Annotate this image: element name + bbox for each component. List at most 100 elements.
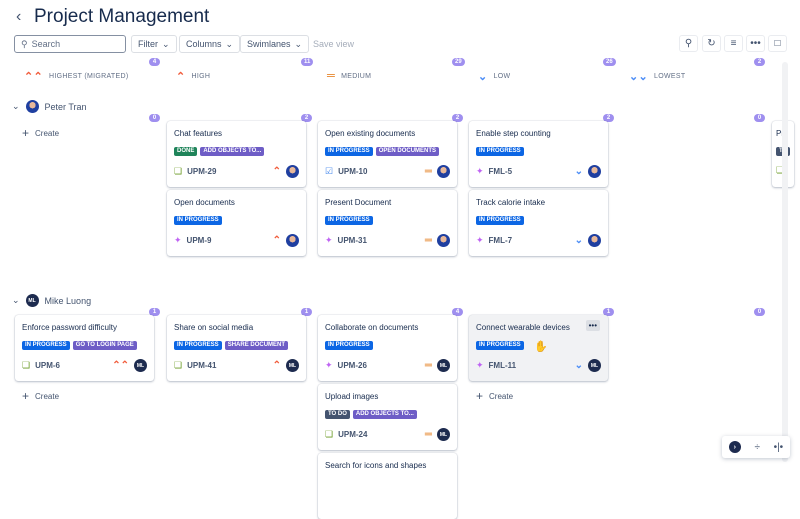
- card-footer: ✦ UPM-9 ⌃: [174, 234, 299, 247]
- lightning-icon: ✦: [174, 235, 182, 245]
- swimlane-header[interactable]: ⌄ ML Mike Luong: [12, 294, 91, 307]
- collapse-rows-icon[interactable]: ÷: [754, 441, 760, 453]
- priority-high-icon: ⌃: [272, 166, 281, 177]
- issue-card[interactable]: Enable step counting IN PROGRESS ✦ FML-5 ⌄: [469, 121, 608, 187]
- issue-card[interactable]: Open documents IN PROGRESS ✦ UPM-9 ⌃: [167, 190, 306, 256]
- create-button[interactable]: + Create: [22, 389, 59, 403]
- priority-highest-icon: ⌃⌃: [112, 360, 129, 371]
- issue-card[interactable]: Track calorie intake IN PROGRESS ✦ FML-7 ⌄: [469, 190, 608, 256]
- back-chevron-icon[interactable]: ‹: [16, 8, 22, 25]
- card-footer: ✦ UPM-26 ═ ML: [325, 359, 450, 372]
- assignee-avatar[interactable]: ML: [437, 359, 450, 372]
- assignee-avatar[interactable]: ML: [437, 428, 450, 441]
- priority-medium-icon: ═: [424, 429, 432, 440]
- assignee-avatar[interactable]: [437, 165, 450, 178]
- issue-key[interactable]: FML-11: [488, 361, 517, 370]
- hand-cursor-icon: ✋: [534, 341, 548, 353]
- panel-button[interactable]: □: [768, 35, 787, 52]
- refresh-button[interactable]: ↻: [702, 35, 721, 52]
- priority-high-icon: ⌃: [272, 360, 281, 371]
- card-footer: ✦ FML-11 ⌄ ML: [476, 359, 601, 372]
- priority-medium-icon: ═: [327, 70, 336, 82]
- status-lozenge: IN PROGRESS: [476, 147, 524, 156]
- epic-lozenge: SHARE DOCUMENT: [224, 341, 289, 350]
- avatar: [25, 100, 39, 113]
- save-view-button[interactable]: Save view: [313, 39, 355, 49]
- issue-card[interactable]: Chat features DONE ADD OBJECTS TO... ❏ UPM-2…: [167, 121, 306, 187]
- column-header-lowest[interactable]: ⌄⌄ LOWEST: [629, 70, 685, 83]
- collapse-columns-icon[interactable]: •|•: [773, 441, 784, 453]
- assignee-avatar[interactable]: [286, 165, 299, 178]
- issue-card[interactable]: Open existing documents IN PROGRESS OPEN D…: [318, 121, 457, 187]
- chevron-down-icon[interactable]: ⌄: [12, 101, 20, 111]
- issue-key[interactable]: FML-5: [488, 167, 513, 176]
- create-button[interactable]: + Create: [22, 126, 59, 140]
- assignee-avatar[interactable]: [286, 234, 299, 247]
- horizontal-scrollbar[interactable]: [782, 62, 788, 462]
- issue-card[interactable]: Collaborate on documents IN PROGRESS ✦ UPM-…: [318, 315, 457, 381]
- settings-button[interactable]: ≡: [724, 35, 743, 52]
- chevron-down-icon[interactable]: ⌄: [12, 295, 20, 305]
- swimlane-header[interactable]: ⌄ Peter Tran: [12, 100, 87, 113]
- assignee-avatar[interactable]: ML: [134, 359, 147, 372]
- card-tags: DONE ADD OBJECTS TO...: [174, 147, 299, 156]
- search-input[interactable]: ⚲ Search: [14, 35, 126, 53]
- cell-count-badge: 1: [149, 308, 160, 316]
- issue-card[interactable]: Present Document IN PROGRESS ✦ UPM-31 ═: [318, 190, 457, 256]
- swimlanes-button[interactable]: Swimlanes ⌄: [240, 35, 310, 53]
- search-button[interactable]: ⚲: [679, 35, 698, 52]
- issue-card[interactable]: Share on social media IN PROGRESS SHARE DO…: [167, 315, 306, 381]
- issue-key[interactable]: UPM-10: [338, 167, 368, 176]
- issue-key[interactable]: UPM-26: [337, 361, 367, 370]
- issue-card[interactable]: Search for icons and shapes: [318, 453, 457, 519]
- expand-icon[interactable]: ›: [728, 441, 741, 453]
- column-header-highest[interactable]: ⌃⌃ HIGHEST (MIGRATED): [24, 70, 128, 83]
- priority-low-icon: ⌄: [574, 360, 583, 371]
- card-tags: IN PROGRESS: [174, 216, 299, 225]
- card-footer: ❏: [776, 165, 790, 176]
- cell-count-badge: 2: [603, 114, 614, 122]
- create-button[interactable]: + Create: [476, 389, 513, 403]
- column-header-medium[interactable]: ═ MEDIUM: [327, 70, 371, 82]
- issue-card[interactable]: Connect wearable devices ••• IN PROGRESS ✦ F…: [469, 315, 608, 381]
- cell-count-badge: 4: [452, 308, 463, 316]
- more-icon[interactable]: •••: [585, 320, 600, 331]
- issue-card[interactable]: Upload images TO DO ADD OBJECTS TO... ❏ UPM-…: [318, 384, 457, 450]
- issue-key[interactable]: UPM-9: [186, 236, 212, 245]
- assignee-avatar[interactable]: [437, 234, 450, 247]
- priority-medium-icon: ═: [424, 235, 432, 246]
- column-header-low[interactable]: ⌄ LOW: [478, 70, 510, 83]
- assignee-avatar[interactable]: [588, 165, 601, 178]
- issue-card[interactable]: Enforce password difficulty IN PROGRESS GO…: [15, 315, 154, 381]
- card-title: Enable step counting: [476, 129, 551, 138]
- issue-key[interactable]: UPM-41: [187, 361, 217, 370]
- card-title: Track calorie intake: [476, 198, 546, 207]
- priority-low-icon: ⌄: [574, 166, 583, 177]
- column-header-high[interactable]: ⌃ HIGH: [176, 70, 210, 83]
- priority-high-icon: ⌃: [272, 235, 281, 246]
- column-count-badge: 11: [301, 58, 314, 66]
- assignee-avatar[interactable]: ML: [588, 359, 601, 372]
- columns-button[interactable]: Columns ⌄: [179, 35, 241, 53]
- swimlane-name: Peter Tran: [44, 101, 87, 112]
- filter-button[interactable]: Filter ⌄: [131, 35, 177, 53]
- assignee-avatar[interactable]: [588, 234, 601, 247]
- priority-low-icon: ⌄: [478, 71, 488, 83]
- card-tags: IN PROGRESS SHARE DOCUMENT: [174, 341, 299, 350]
- card-footer: ✦ UPM-31 ═: [325, 234, 450, 247]
- cell-count-badge: 2: [452, 114, 463, 122]
- issue-key[interactable]: FML-7: [488, 236, 513, 245]
- assignee-avatar[interactable]: ML: [286, 359, 299, 372]
- issue-key[interactable]: UPM-24: [338, 430, 368, 439]
- issue-key[interactable]: UPM-31: [337, 236, 367, 245]
- issue-key[interactable]: UPM-29: [187, 167, 217, 176]
- card-footer: ☑ UPM-10 ═: [325, 165, 450, 178]
- card-title: Connect wearable devices: [476, 323, 570, 332]
- cell-count-badge: 1: [301, 308, 312, 316]
- story-bookmark-icon: ❏: [776, 165, 785, 175]
- card-tags: TO DO ADD OBJECTS TO...: [325, 410, 450, 419]
- search-icon: ⚲: [21, 38, 28, 49]
- more-button[interactable]: •••: [746, 35, 765, 52]
- column-label: LOWEST: [654, 73, 686, 80]
- issue-key[interactable]: UPM-6: [35, 361, 60, 370]
